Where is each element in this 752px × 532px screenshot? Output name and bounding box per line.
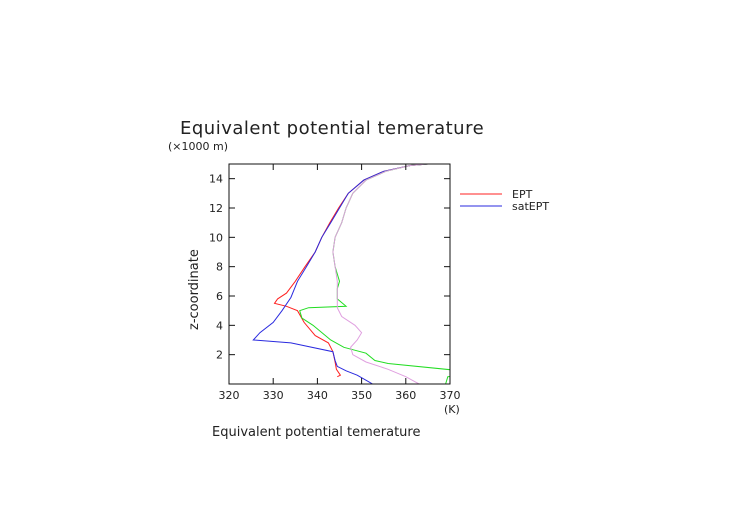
legend-label-2: satEPT — [512, 200, 549, 213]
y-tick-label: 2 — [216, 349, 223, 362]
y-tick-label: 14 — [209, 173, 223, 186]
y-tick-label: 4 — [216, 319, 223, 332]
plot-area: 320 330 340 350 360 370 2 4 6 8 10 12 14 — [209, 163, 461, 402]
y-tick-label: 10 — [209, 231, 223, 244]
x-tick-label: 340 — [307, 389, 328, 402]
x-tick-label: 330 — [263, 389, 284, 402]
y-tick-label: 8 — [216, 261, 223, 274]
chart-title: Equivalent potential temerature — [180, 118, 484, 139]
x-tick-label: 320 — [219, 389, 240, 402]
plot-frame — [228, 163, 451, 385]
legend-label-1: EPT — [512, 188, 533, 201]
y-axis-label: z-coordinate — [187, 249, 202, 330]
x-tick-label: 350 — [351, 389, 372, 402]
series-line-3 — [299, 164, 450, 384]
y-axis-unit: (×1000 m) — [168, 140, 228, 153]
x-axis-unit: (K) — [444, 403, 460, 416]
series-line-4 — [332, 164, 428, 384]
x-tick-label: 370 — [440, 389, 461, 402]
y-tick-label: 12 — [209, 202, 223, 215]
x-axis-label: Equivalent potential temerature — [212, 425, 420, 440]
x-tick-label: 360 — [395, 389, 416, 402]
y-tick-label: 6 — [216, 290, 223, 303]
series-line-2 — [252, 164, 428, 384]
